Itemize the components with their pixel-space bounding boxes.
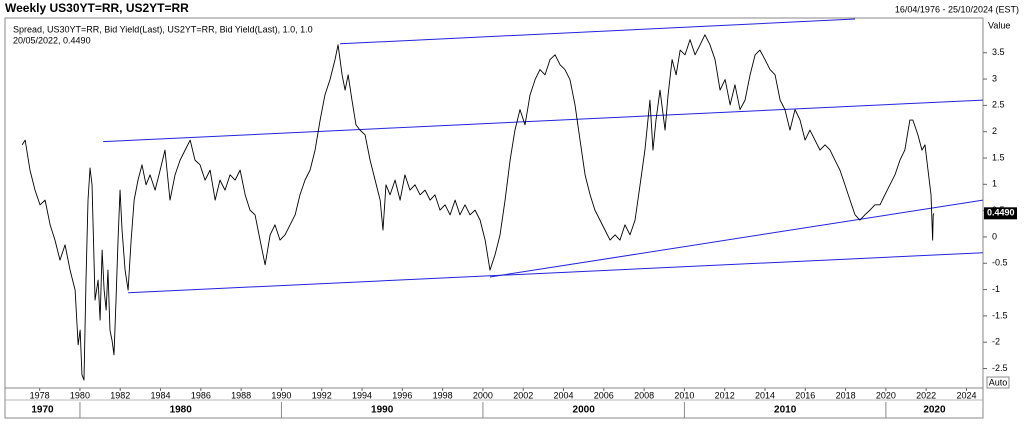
decade-label: 1970 <box>31 405 54 416</box>
x-tick-label: 1978 <box>30 390 50 400</box>
y-axis-label: Value <box>988 20 1010 30</box>
x-tick-label: 2002 <box>513 390 533 400</box>
x-tick-label: 2024 <box>956 390 976 400</box>
x-tick-label: 1980 <box>70 390 90 400</box>
decade-label: 1980 <box>170 405 193 416</box>
readout: 20/05/2022, 0.4490 <box>13 35 91 45</box>
x-tick-label: 1982 <box>110 390 130 400</box>
x-tick-label: 2020 <box>876 390 896 400</box>
x-tick-label: 1988 <box>231 390 251 400</box>
auto-button[interactable] <box>986 376 1010 389</box>
auto-button-label[interactable]: Auto <box>989 377 1008 387</box>
x-tick-label: 2022 <box>916 390 936 400</box>
decade-label: 2000 <box>573 405 596 416</box>
last-value-label: 0.4490 <box>987 208 1015 218</box>
x-tick-label: 1998 <box>433 390 453 400</box>
x-tick-label: 2010 <box>674 390 694 400</box>
y-tick-label: 0 <box>992 231 997 241</box>
date-range: 16/04/1976 - 25/10/2024 (EST) <box>895 4 1019 14</box>
x-tick-label: 1990 <box>271 390 291 400</box>
x-tick-label: 2008 <box>634 390 654 400</box>
legend-entry: Spread, US30YT=RR, Bid Yield(Last), US2Y… <box>13 24 313 34</box>
last-value-box <box>984 207 1017 220</box>
x-tick-label: 1986 <box>191 390 211 400</box>
y-tick-label: 2 <box>992 126 997 136</box>
time-axis-frame <box>4 387 984 419</box>
y-tick-label: 3.5 <box>992 47 1005 57</box>
x-tick-label: 1992 <box>312 390 332 400</box>
decade-label: 2020 <box>923 405 946 416</box>
x-tick-label: 2004 <box>553 390 573 400</box>
trendline <box>128 252 984 294</box>
x-tick-label: 2018 <box>836 390 856 400</box>
x-tick-label: 2000 <box>473 390 493 400</box>
y-tick-label: 3 <box>992 73 997 83</box>
trendline <box>340 18 856 45</box>
chart-title: Weekly US30YT=RR, US2YT=RR <box>5 1 189 15</box>
x-tick-label: 1996 <box>392 390 412 400</box>
series-line <box>21 34 935 381</box>
y-tick-label: -2.5 <box>992 363 1008 373</box>
y-tick-label: 1 <box>992 179 997 189</box>
x-tick-label: 1984 <box>151 390 171 400</box>
y-tick-label: 2.5 <box>992 100 1005 110</box>
x-tick-label: 2016 <box>795 390 815 400</box>
decade-label: 1990 <box>371 405 394 416</box>
y-tick-label: -2 <box>992 337 1000 347</box>
x-tick-label: 2006 <box>594 390 614 400</box>
decade-label: 2010 <box>774 405 797 416</box>
x-tick-label: 2012 <box>715 390 735 400</box>
trendline <box>489 199 984 278</box>
x-tick-label: 2014 <box>755 390 775 400</box>
y-tick-label: 1.5 <box>992 152 1005 162</box>
x-tick-label: 1994 <box>352 390 372 400</box>
y-tick-label: -1.5 <box>992 310 1008 320</box>
y-tick-label: -1 <box>992 284 1000 294</box>
y-tick-label: -0.5 <box>992 258 1008 268</box>
trendline <box>103 99 984 143</box>
